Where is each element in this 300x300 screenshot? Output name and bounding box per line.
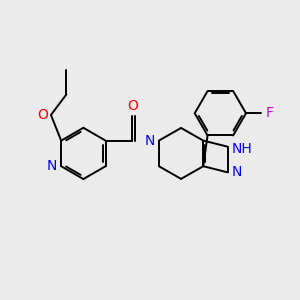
Text: F: F	[266, 106, 274, 120]
Text: N: N	[47, 159, 57, 173]
Text: NH: NH	[232, 142, 253, 157]
Text: N: N	[232, 165, 242, 179]
Text: N: N	[144, 134, 155, 148]
Text: O: O	[37, 108, 48, 122]
Text: O: O	[127, 99, 138, 113]
